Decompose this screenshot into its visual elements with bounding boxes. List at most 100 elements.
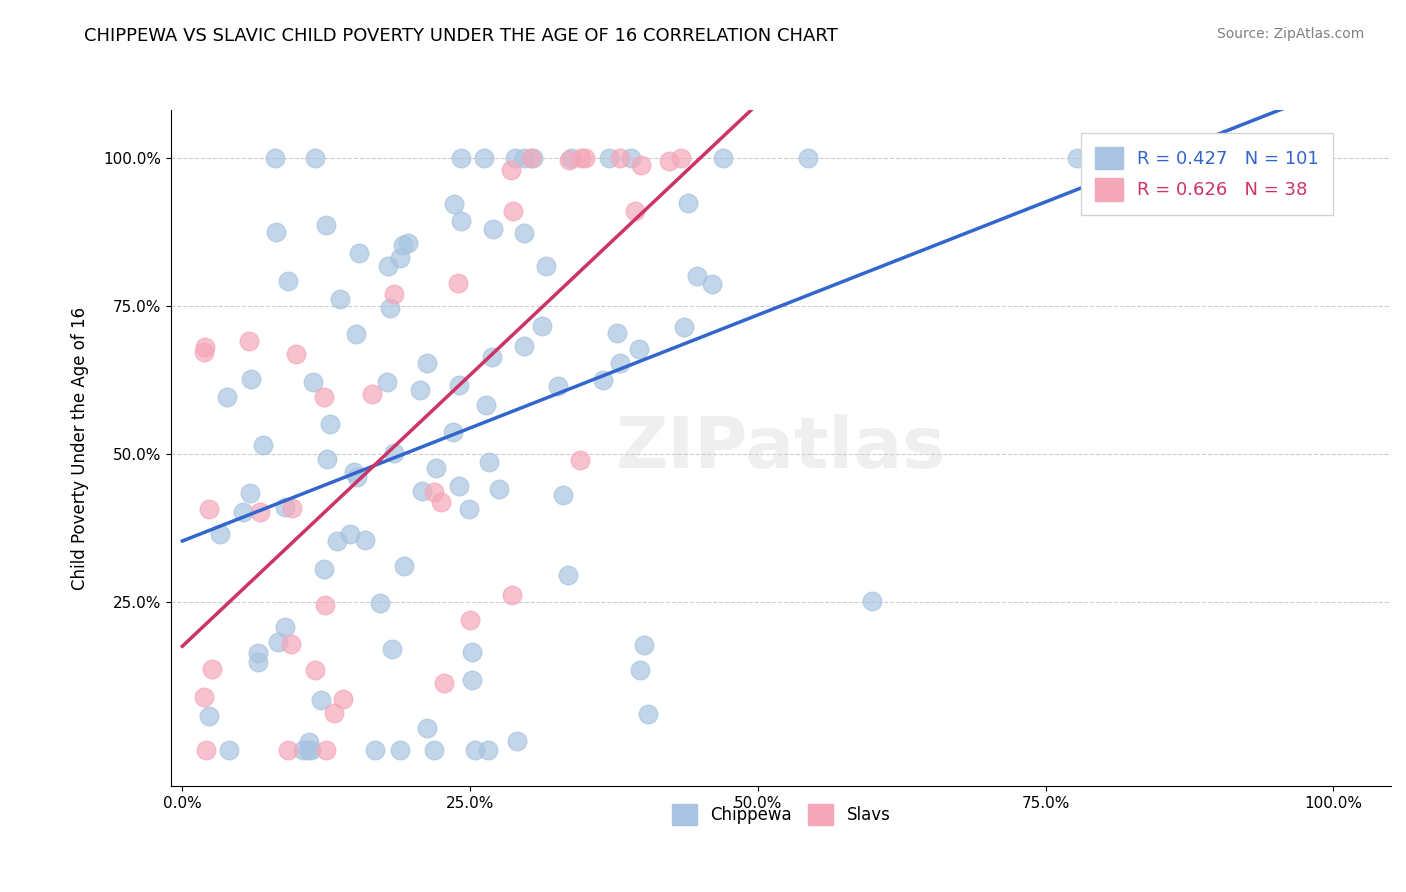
Chippewa bbox=[274, 620, 297, 634]
Chippewa bbox=[1310, 151, 1333, 165]
Slavs bbox=[609, 151, 631, 165]
Chippewa bbox=[411, 484, 433, 499]
Chippewa bbox=[292, 743, 315, 757]
Slavs bbox=[201, 662, 224, 676]
Slavs bbox=[314, 598, 336, 612]
Chippewa bbox=[392, 559, 415, 574]
Chippewa bbox=[460, 673, 482, 687]
Chippewa bbox=[343, 465, 366, 479]
Chippewa bbox=[512, 339, 534, 353]
Chippewa bbox=[512, 226, 534, 240]
Slavs bbox=[193, 345, 215, 359]
Chippewa bbox=[274, 500, 297, 515]
Chippewa bbox=[298, 735, 321, 749]
Chippewa bbox=[503, 151, 526, 165]
Chippewa bbox=[378, 301, 401, 316]
Chippewa bbox=[505, 734, 527, 748]
Slavs bbox=[501, 162, 523, 177]
Chippewa bbox=[860, 594, 883, 608]
Chippewa bbox=[711, 151, 734, 165]
Chippewa bbox=[232, 505, 254, 519]
Chippewa bbox=[557, 568, 579, 582]
Chippewa bbox=[316, 452, 339, 467]
Slavs bbox=[304, 663, 326, 677]
Slavs bbox=[458, 613, 481, 627]
Slavs bbox=[323, 706, 346, 720]
Chippewa bbox=[329, 292, 352, 306]
Chippewa bbox=[409, 384, 432, 398]
Chippewa bbox=[377, 259, 399, 273]
Slavs bbox=[280, 637, 302, 651]
Chippewa bbox=[339, 527, 361, 541]
Chippewa bbox=[247, 655, 270, 669]
Chippewa bbox=[673, 319, 696, 334]
Chippewa bbox=[423, 743, 446, 757]
Chippewa bbox=[536, 260, 558, 274]
Chippewa bbox=[217, 390, 239, 404]
Chippewa bbox=[297, 743, 319, 757]
Chippewa bbox=[198, 708, 221, 723]
Slavs bbox=[433, 675, 456, 690]
Slavs bbox=[194, 340, 217, 354]
Chippewa bbox=[388, 251, 411, 265]
Chippewa bbox=[277, 274, 299, 288]
Chippewa bbox=[353, 533, 375, 548]
Chippewa bbox=[475, 398, 498, 412]
Chippewa bbox=[449, 377, 471, 392]
Chippewa bbox=[415, 721, 437, 735]
Slavs bbox=[315, 743, 337, 757]
Chippewa bbox=[547, 378, 569, 392]
Slavs bbox=[281, 501, 304, 516]
Slavs bbox=[558, 153, 581, 168]
Chippewa bbox=[375, 375, 398, 389]
Chippewa bbox=[384, 446, 406, 460]
Chippewa bbox=[457, 501, 479, 516]
Slavs bbox=[624, 203, 647, 218]
Chippewa bbox=[606, 326, 628, 340]
Chippewa bbox=[530, 318, 553, 333]
Chippewa bbox=[312, 562, 335, 576]
Chippewa bbox=[247, 646, 270, 660]
Slavs bbox=[277, 743, 299, 757]
Text: CHIPPEWA VS SLAVIC CHILD POVERTY UNDER THE AGE OF 16 CORRELATION CHART: CHIPPEWA VS SLAVIC CHILD POVERTY UNDER T… bbox=[84, 27, 838, 45]
Chippewa bbox=[326, 534, 349, 549]
Chippewa bbox=[481, 350, 503, 364]
Chippewa bbox=[686, 269, 709, 284]
Chippewa bbox=[346, 469, 368, 483]
Chippewa bbox=[464, 743, 486, 757]
Chippewa bbox=[488, 482, 510, 496]
Chippewa bbox=[302, 375, 325, 389]
Slavs bbox=[238, 334, 260, 349]
Chippewa bbox=[700, 277, 723, 291]
Slavs bbox=[430, 495, 453, 509]
Chippewa bbox=[450, 151, 472, 165]
Chippewa bbox=[478, 455, 501, 469]
Y-axis label: Child Poverty Under the Age of 16: Child Poverty Under the Age of 16 bbox=[72, 307, 89, 590]
Slavs bbox=[314, 390, 336, 404]
Slavs bbox=[447, 277, 470, 291]
Chippewa bbox=[363, 743, 385, 757]
Chippewa bbox=[264, 151, 287, 165]
Chippewa bbox=[239, 372, 262, 386]
Chippewa bbox=[425, 461, 447, 475]
Slavs bbox=[569, 151, 592, 165]
Chippewa bbox=[627, 342, 650, 356]
Slavs bbox=[501, 588, 523, 602]
Slavs bbox=[502, 204, 524, 219]
Slavs bbox=[574, 151, 596, 165]
Slavs bbox=[669, 151, 692, 165]
Chippewa bbox=[1083, 151, 1105, 165]
Chippewa bbox=[477, 743, 499, 757]
Chippewa bbox=[460, 645, 482, 659]
Text: ZIPatlas: ZIPatlas bbox=[616, 414, 946, 483]
Chippewa bbox=[381, 641, 404, 656]
Slavs bbox=[193, 690, 215, 704]
Chippewa bbox=[472, 151, 495, 165]
Chippewa bbox=[1066, 151, 1088, 165]
Chippewa bbox=[450, 214, 472, 228]
Chippewa bbox=[628, 663, 651, 677]
Chippewa bbox=[319, 417, 342, 431]
Chippewa bbox=[633, 638, 655, 652]
Slavs bbox=[520, 151, 543, 165]
Chippewa bbox=[309, 693, 332, 707]
